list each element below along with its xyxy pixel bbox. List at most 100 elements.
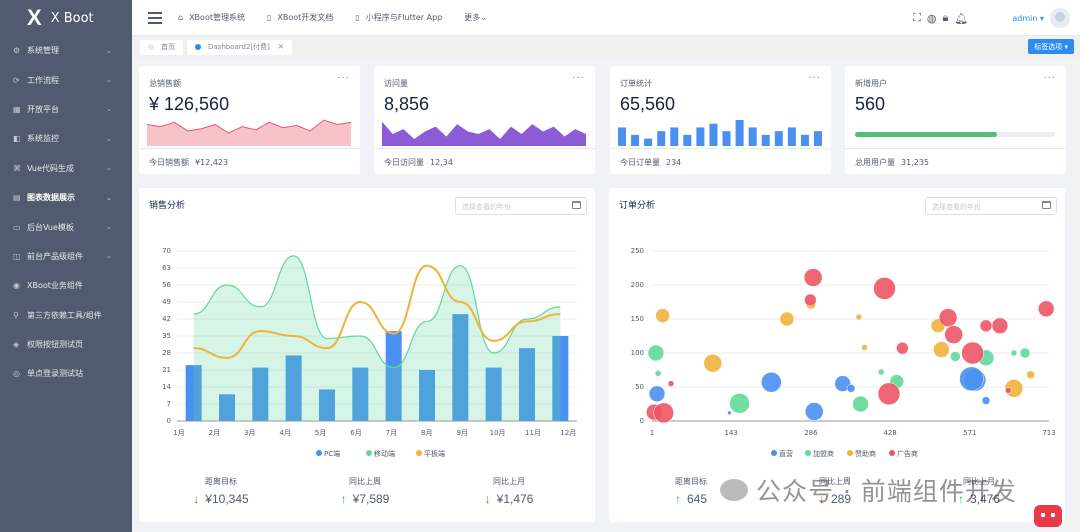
stat-item: 同比上周 ↓ 289: [775, 476, 895, 506]
y-tick-label: 14: [162, 383, 171, 391]
bubble: [834, 375, 851, 392]
sparkline-bar: [800, 134, 809, 146]
top-nav-item[interactable]: ⌂ XBoot管理系统: [178, 12, 245, 23]
card-value: ¥ 126,560: [149, 94, 230, 114]
language-globe-icon[interactable]: ◍: [926, 11, 937, 25]
card-label: 订单统计: [620, 79, 652, 88]
sidebar-item[interactable]: ▦ 开放平台 ⌄: [0, 95, 132, 124]
sidebar-item[interactable]: ▭ 后台Vue模板 ⌄: [0, 212, 132, 241]
more-icon[interactable]: ···: [572, 73, 585, 84]
footer-value: 31,235: [901, 158, 929, 167]
sidebar-item-label: XBoot业务组件: [27, 281, 83, 291]
chevron-down-icon: ⌄: [106, 193, 112, 202]
order-analysis-panel: 订单分析 选择查看的年份 0 50 100 150 200 250 1 143 286 428 57…: [609, 188, 1065, 522]
sidebar-item[interactable]: ◉ XBoot业务组件: [0, 271, 132, 300]
bubble: [729, 393, 750, 414]
top-nav-item[interactable]: 更多 ⌄: [464, 12, 487, 23]
bubble: [855, 313, 863, 321]
bar-pc: [419, 370, 435, 421]
menu-toggle-icon[interactable]: [148, 9, 162, 27]
avatar[interactable]: [1050, 8, 1070, 28]
sidebar-item[interactable]: ◎ 单点登录测试站: [0, 359, 132, 388]
sidebar-item[interactable]: ⟳ 工作流程 ⌄: [0, 65, 132, 94]
bubble: [961, 341, 984, 365]
y-tick-label: 63: [162, 264, 171, 272]
footer-label: 今日访问量: [384, 158, 424, 167]
close-icon[interactable]: ✕: [277, 43, 284, 51]
sidebar-item-label: 系统监控: [27, 134, 59, 144]
sidebar: X X Boot ⚙ 系统管理 ⌄ ⟳ 工作流程 ⌄ ▦ 开放平台 ⌄ ◧ 系统监控 ⌄ ⌘ Vue代码生成…: [0, 0, 132, 532]
sales-chart: 0 7 14 21 28 35 42 49 56 63 70 1月 2月 3月 4月 5月 6月 7月 8月 9月 10…: [162, 247, 577, 458]
sparkline-bar: [618, 127, 626, 146]
lock-icon[interactable]: 🔒︎: [942, 11, 949, 24]
logo[interactable]: X X Boot: [0, 0, 132, 36]
bar-pc: [219, 394, 235, 421]
sidebar-item[interactable]: ◈ 权限按钮测试页: [0, 330, 132, 359]
bubble: [846, 384, 856, 393]
sparkline-bar: [761, 134, 770, 146]
sidebar-item[interactable]: ⌘ Vue代码生成 ⌄: [0, 154, 132, 183]
fullscreen-icon[interactable]: ⛶: [913, 11, 921, 24]
more-icon[interactable]: ···: [337, 73, 350, 84]
sparkline-bar: [670, 127, 679, 146]
stat-value: 289: [830, 492, 852, 506]
sidebar-item[interactable]: ⚙ 系统管理 ⌄: [0, 36, 132, 65]
x-tick-label: 5月: [315, 429, 326, 437]
bell-icon[interactable]: 🔔︎: [954, 11, 969, 25]
bubble: [804, 293, 817, 307]
legend-label: 赞助商: [855, 449, 876, 458]
chat-robot-icon[interactable]: [1034, 505, 1062, 527]
sidebar-item[interactable]: ▤ 图表数据展示 ⌄: [0, 183, 132, 212]
sso-icon: ◎: [13, 369, 20, 379]
year-picker-placeholder: 选择查看的年份: [462, 203, 511, 211]
sidebar-item[interactable]: ⚲ 第三方依赖工具/组件: [0, 301, 132, 330]
home-icon: ⌂: [178, 13, 184, 22]
sparkline-line: [147, 119, 351, 134]
sidebar-item[interactable]: ◧ 系统监控 ⌄: [0, 124, 132, 153]
top-nav: ⌂ XBoot管理系统 ▯ XBoot开发文档 ▯ 小程序与Flutter App 更多 ⌄: [178, 12, 509, 23]
top-nav-item[interactable]: ▯ XBoot开发文档: [267, 12, 333, 23]
bubble: [803, 268, 823, 287]
x-tick-label: 12月: [560, 429, 576, 437]
footer-label: 今日销售额: [149, 158, 189, 167]
user-menu[interactable]: admin ▾: [1012, 13, 1044, 23]
bubble: [896, 341, 909, 355]
stat-value-row: ↑ 3,476: [919, 492, 1039, 506]
year-picker[interactable]: 选择查看的年份: [925, 197, 1057, 215]
tab-home[interactable]: 首页: [140, 39, 183, 55]
arrow-down-icon: ↓: [193, 492, 200, 506]
sidebar-item-label: 单点登录测试站: [27, 369, 83, 379]
bubble: [991, 317, 1009, 335]
tag-options-button[interactable]: 标签选项 ▾: [1028, 39, 1074, 54]
stat-value-row: ↑ ¥7,589: [305, 492, 425, 506]
bubble: [647, 344, 665, 362]
footer-label: 今日订单量: [620, 158, 660, 167]
more-icon[interactable]: ···: [808, 73, 821, 84]
bubble: [648, 385, 666, 403]
chevron-down-icon: ⌄: [106, 164, 112, 173]
workflow-icon: ⟳: [13, 75, 20, 85]
bubble: [654, 370, 662, 377]
arrow-up-icon: ↑: [957, 492, 964, 506]
y-tick-label: 21: [162, 366, 171, 374]
tab-dashboard2[interactable]: Dashboard2[付费] ✕: [187, 39, 292, 55]
stat-label: 距离目标: [675, 477, 707, 486]
y-tick-label: 7: [167, 400, 171, 408]
x-tick-label: 7月: [386, 429, 397, 437]
sidebar-item[interactable]: ◫ 前台产品级组件 ⌄: [0, 242, 132, 271]
y-tick-label: 200: [631, 281, 644, 289]
stat-value: ¥10,345: [205, 492, 249, 506]
sidebar-item-label: 工作流程: [27, 75, 59, 85]
card-label: 总销售额: [149, 79, 181, 88]
stat-value: 645: [686, 492, 708, 506]
card-orders: 订单统计 ··· 65,560 今日订单量 234: [610, 66, 831, 174]
year-picker[interactable]: 选择查看的年份: [455, 197, 587, 215]
bubble: [933, 341, 950, 358]
bubble: [877, 368, 885, 376]
top-nav-item[interactable]: ▯ 小程序与Flutter App: [355, 12, 442, 23]
y-tick-label: 56: [162, 281, 171, 289]
more-icon[interactable]: ···: [1043, 73, 1056, 84]
x-tick-label: 8月: [421, 429, 432, 437]
sparkline-bar: [748, 127, 757, 146]
x-tick-label: 6月: [350, 429, 361, 437]
